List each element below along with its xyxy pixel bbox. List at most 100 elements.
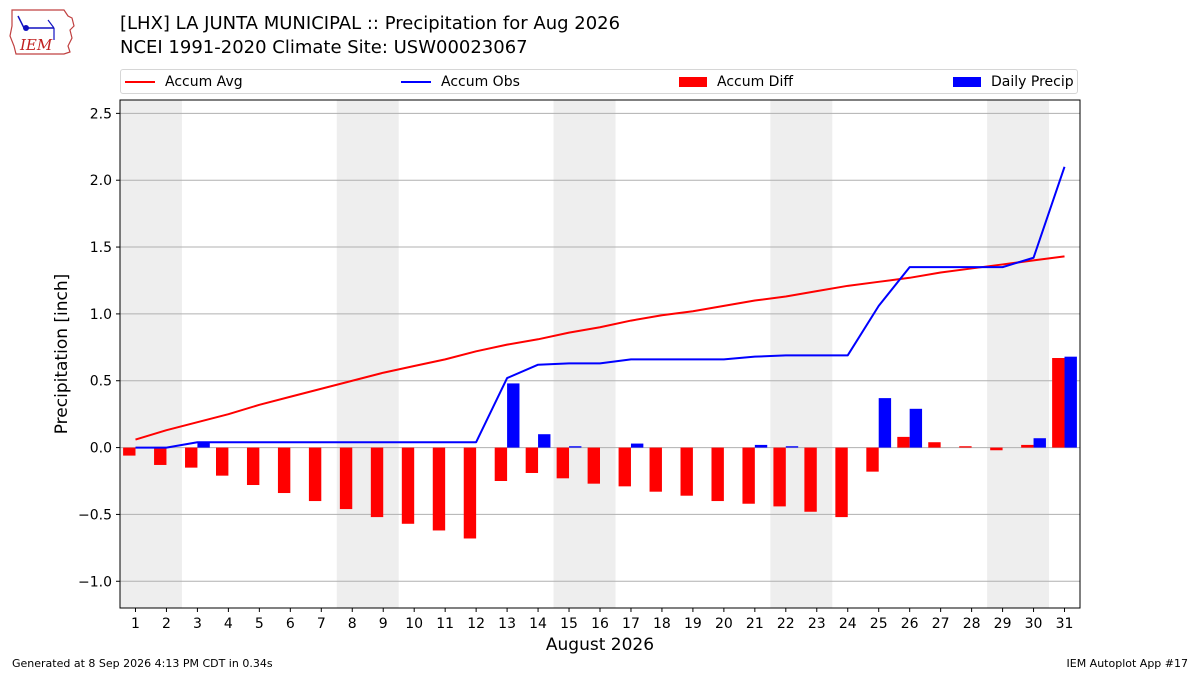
- weekend-band: [987, 100, 1050, 608]
- legend-swatch-obs: [401, 81, 431, 83]
- legend-daily-precip: Daily Precip: [953, 73, 1074, 91]
- title-line-2: NCEI 1991-2020 Climate Site: USW00023067: [120, 37, 528, 58]
- diff-bar: [463, 447, 477, 539]
- diff-bar: [308, 447, 322, 502]
- diff-bar: [277, 447, 291, 494]
- x-tick-label: 10: [405, 616, 423, 632]
- diff-bar: [804, 447, 817, 512]
- logo-text: IEM: [19, 36, 53, 54]
- diff-bar: [649, 447, 662, 492]
- legend-accum-avg: Accum Avg: [125, 73, 243, 91]
- chart-legend: Accum Avg Accum Obs Accum Diff Daily Pre…: [120, 69, 1078, 94]
- daily-precip-bar: [197, 442, 210, 448]
- legend-label-diff: Accum Diff: [717, 74, 794, 90]
- x-tick-label: 19: [684, 616, 702, 632]
- legend-accum-diff: Accum Diff: [679, 73, 793, 91]
- footer-app: IEM Autoplot App #17: [1066, 657, 1189, 670]
- diff-bar: [370, 447, 384, 518]
- y-tick-label: −1.0: [78, 574, 112, 590]
- diff-bar: [773, 447, 786, 507]
- diff-bar: [185, 447, 198, 468]
- diff-bar: [432, 447, 446, 531]
- x-tick-label: 11: [436, 616, 454, 632]
- x-tick-label: 17: [622, 616, 640, 632]
- daily-precip-bar: [1033, 438, 1046, 448]
- x-tick-label: 27: [932, 616, 950, 632]
- diff-bar: [339, 447, 353, 510]
- accum-avg-line: [135, 255, 1065, 441]
- x-axis-label: August 2026: [546, 635, 654, 655]
- legend-label-avg: Accum Avg: [165, 74, 243, 90]
- y-tick-label: 1.0: [90, 307, 112, 323]
- diff-bar: [742, 447, 755, 504]
- x-tick-label: 21: [746, 616, 764, 632]
- legend-swatch-diff: [679, 77, 707, 87]
- x-tick-label: 9: [379, 616, 388, 632]
- diff-bar: [897, 436, 910, 448]
- x-tick-label: 12: [467, 616, 485, 632]
- y-axis-label: Precipitation [inch]: [52, 274, 72, 435]
- legend-label-obs: Accum Obs: [441, 74, 520, 90]
- chart-title: [LHX] LA JUNTA MUNICIPAL :: Precipitatio…: [120, 12, 620, 60]
- x-tick-label: 28: [963, 616, 981, 632]
- x-tick-label: 20: [715, 616, 733, 632]
- x-tick-label: 3: [193, 616, 202, 632]
- diff-bar: [587, 447, 600, 484]
- daily-precip-bar: [909, 408, 923, 448]
- x-tick-label: 22: [777, 616, 795, 632]
- x-tick-label: 2: [162, 616, 171, 632]
- diff-bar: [123, 447, 136, 456]
- legend-swatch-avg: [125, 81, 155, 83]
- x-tick-label: 23: [808, 616, 826, 632]
- diff-bar: [556, 447, 570, 479]
- diff-bar: [866, 447, 879, 472]
- x-tick-label: 6: [286, 616, 295, 632]
- x-tick-label: 13: [498, 616, 516, 632]
- weekend-band: [120, 100, 182, 608]
- y-tick-label: 0.5: [90, 374, 112, 390]
- x-tick-label: 25: [870, 616, 888, 632]
- legend-label-daily: Daily Precip: [991, 74, 1074, 90]
- daily-precip-bar: [785, 446, 799, 448]
- daily-precip-bar: [878, 398, 892, 448]
- diff-bar: [990, 447, 1003, 451]
- diff-bar: [401, 447, 415, 524]
- x-tick-label: 24: [839, 616, 857, 632]
- x-tick-label: 5: [255, 616, 264, 632]
- x-tick-label: 16: [591, 616, 609, 632]
- daily-precip-bar: [630, 443, 644, 448]
- legend-swatch-daily: [953, 77, 981, 87]
- diff-bar: [154, 447, 167, 465]
- x-tick-label: 31: [1056, 616, 1074, 632]
- diff-bar: [618, 447, 631, 487]
- x-tick-label: 29: [994, 616, 1012, 632]
- diff-bar: [494, 447, 508, 481]
- diff-bar: [711, 447, 724, 502]
- legend-accum-obs: Accum Obs: [401, 73, 520, 91]
- x-tick-label: 14: [529, 616, 547, 632]
- y-tick-label: 2.5: [90, 106, 112, 122]
- daily-precip-bar: [538, 434, 551, 448]
- y-tick-label: 1.5: [90, 240, 112, 256]
- diff-bar: [959, 446, 972, 448]
- x-tick-label: 26: [901, 616, 919, 632]
- daily-precip-bar: [507, 383, 520, 448]
- weekend-band: [336, 100, 399, 608]
- diff-bar: [1052, 358, 1065, 448]
- x-tick-label: 4: [224, 616, 233, 632]
- daily-precip-bar: [569, 446, 582, 448]
- footer-generated: Generated at 8 Sep 2026 4:13 PM CDT in 0…: [12, 657, 273, 670]
- weekend-band: [770, 100, 833, 608]
- diff-bar: [680, 447, 693, 496]
- daily-precip-bar: [754, 444, 768, 448]
- x-tick-label: 18: [653, 616, 671, 632]
- iem-logo: IEM: [8, 6, 80, 58]
- x-tick-label: 15: [560, 616, 578, 632]
- weekend-band: [553, 100, 616, 608]
- y-tick-label: 2.0: [90, 173, 112, 189]
- diff-bar: [1021, 444, 1034, 448]
- x-tick-label: 7: [317, 616, 326, 632]
- y-tick-label: −0.5: [78, 507, 112, 523]
- daily-precip-bar: [1064, 356, 1077, 448]
